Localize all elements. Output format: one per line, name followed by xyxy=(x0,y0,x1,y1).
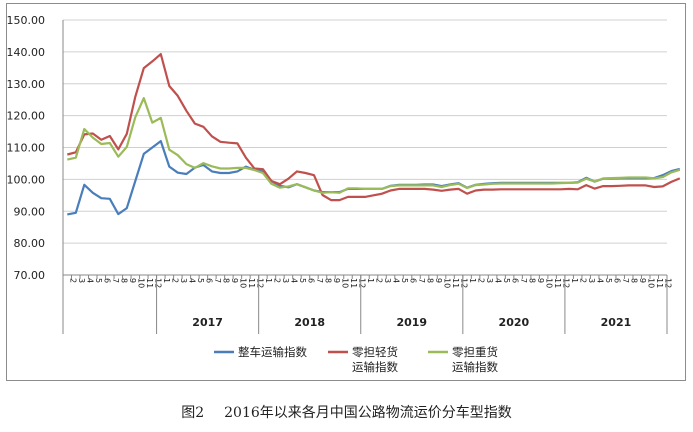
series-line-1 xyxy=(67,140,681,216)
x-month-label: 1 xyxy=(264,278,273,283)
x-month-label: 11 xyxy=(145,278,154,288)
x-month-label: 5 xyxy=(298,278,307,283)
line-chart: 70.00 80.00 90.00 100.00 110.00 120.00 130.00 1… xyxy=(7,14,681,374)
x-month-label: 2 xyxy=(170,278,179,283)
x-month-label: 11 xyxy=(247,278,256,288)
x-month-label: 10 xyxy=(340,278,349,288)
x-month-label: 5 xyxy=(604,278,613,283)
x-month-label: 6 xyxy=(409,278,418,283)
x-month-label: 12 xyxy=(357,278,366,288)
x-month-label: 9 xyxy=(332,278,341,283)
x-month-label: 5 xyxy=(94,278,103,283)
legend-label: 整车运输指数 xyxy=(238,345,307,359)
x-month-label: 6 xyxy=(204,278,213,283)
x-month-label: 4 xyxy=(392,278,401,283)
y-tick-label: 100.00 xyxy=(7,173,46,186)
x-month-label: 12 xyxy=(562,278,571,288)
x-month-label: 3 xyxy=(383,278,392,283)
series-line-2 xyxy=(67,52,681,202)
x-month-label: 1 xyxy=(570,278,579,283)
x-month-label: 1 xyxy=(162,278,171,283)
x-month-label: 11 xyxy=(655,278,664,288)
x-month-label: 10 xyxy=(647,278,656,288)
x-month-label: 11 xyxy=(349,278,358,288)
x-month-label: 3 xyxy=(281,278,290,283)
x-month-label: 3 xyxy=(587,278,596,283)
x-month-label: 9 xyxy=(434,278,443,283)
x-month-label: 8 xyxy=(630,278,639,283)
x-month-label: 10 xyxy=(136,278,145,288)
y-tick-label: 150.00 xyxy=(7,14,46,27)
x-month-label: 2 xyxy=(272,278,281,283)
x-year-label: 2018 xyxy=(294,316,325,329)
figure-caption: 图2 2016年以来各月中国公路物流运价分车型指数 xyxy=(0,402,693,422)
x-month-label: 8 xyxy=(323,278,332,283)
x-month-label: 5 xyxy=(400,278,409,283)
x-month-label: 11 xyxy=(451,278,460,288)
y-tick-label: 80.00 xyxy=(14,237,46,250)
x-month-label: 9 xyxy=(128,278,137,283)
x-month-label: 12 xyxy=(153,278,162,288)
series-line-3 xyxy=(67,96,681,194)
x-month-label: 12 xyxy=(664,278,673,288)
x-month-label: 8 xyxy=(528,278,537,283)
x-month-label: 3 xyxy=(179,278,188,283)
x-month-label: 4 xyxy=(85,278,94,283)
y-tick-label: 110.00 xyxy=(7,142,46,155)
x-month-label: 8 xyxy=(221,278,230,283)
x-year-label: 2021 xyxy=(601,316,632,329)
y-tick-label: 120.00 xyxy=(7,110,46,123)
y-tick-label: 90.00 xyxy=(14,205,46,218)
chart-frame xyxy=(6,3,686,381)
x-month-label: 6 xyxy=(102,278,111,283)
x-month-label: 6 xyxy=(613,278,622,283)
x-month-label: 1 xyxy=(366,278,375,283)
x-month-label: 6 xyxy=(306,278,315,283)
figure-title: 2016年以来各月中国公路物流运价分车型指数 xyxy=(224,405,512,421)
x-month-label: 2 xyxy=(579,278,588,283)
x-year-label: 2017 xyxy=(192,316,223,329)
legend-label: 零担轻货运输指数 xyxy=(352,345,398,374)
x-month-label: 6 xyxy=(511,278,520,283)
x-month-label: 12 xyxy=(255,278,264,288)
x-month-label: 2 xyxy=(477,278,486,283)
x-month-label: 5 xyxy=(196,278,205,283)
x-month-label: 2 xyxy=(375,278,384,283)
x-month-label: 3 xyxy=(485,278,494,283)
legend-label: 零担重货运输指数 xyxy=(452,345,498,374)
x-month-label: 11 xyxy=(553,278,562,288)
x-month-label: 1 xyxy=(468,278,477,283)
figure-number: 图2 xyxy=(181,405,205,421)
x-month-label: 5 xyxy=(502,278,511,283)
x-year-label: 2019 xyxy=(396,316,427,329)
y-tick-label: 130.00 xyxy=(7,78,46,91)
x-year-label: 2020 xyxy=(499,316,530,329)
y-tick-label: 70.00 xyxy=(14,269,46,282)
x-month-label: 2 xyxy=(68,278,77,283)
x-month-label: 10 xyxy=(545,278,554,288)
x-month-label: 4 xyxy=(289,278,298,283)
x-month-label: 9 xyxy=(536,278,545,283)
x-month-label: 9 xyxy=(230,278,239,283)
x-month-label: 4 xyxy=(596,278,605,283)
x-month-label: 9 xyxy=(638,278,647,283)
x-month-label: 7 xyxy=(519,278,528,283)
x-month-label: 8 xyxy=(426,278,435,283)
x-month-label: 7 xyxy=(621,278,630,283)
x-month-label: 7 xyxy=(213,278,222,283)
x-month-label: 7 xyxy=(315,278,324,283)
x-month-label: 3 xyxy=(77,278,86,283)
x-month-label: 8 xyxy=(119,278,128,283)
x-month-label: 10 xyxy=(238,278,247,288)
x-month-label: 12 xyxy=(460,278,469,288)
y-tick-label: 140.00 xyxy=(7,46,46,59)
x-month-label: 7 xyxy=(111,278,120,283)
x-month-label: 4 xyxy=(494,278,503,283)
x-month-label: 4 xyxy=(187,278,196,283)
x-month-label: 10 xyxy=(443,278,452,288)
x-month-label: 7 xyxy=(417,278,426,283)
